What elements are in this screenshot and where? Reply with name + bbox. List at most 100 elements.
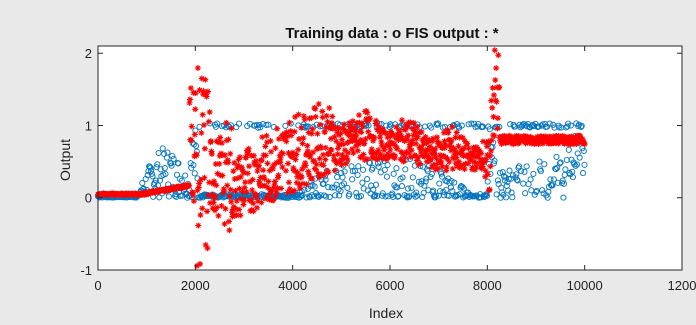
data-points: [94, 47, 588, 269]
fis-output-point: [232, 187, 239, 194]
fis-output-point: [324, 118, 331, 125]
fis-output-point: [331, 167, 338, 174]
training-point: [539, 187, 546, 194]
fis-output-point: [441, 129, 448, 136]
fis-output-point: [291, 187, 298, 194]
fis-output-point: [424, 147, 431, 154]
training-point: [382, 193, 389, 200]
fis-output-point: [414, 133, 421, 140]
fis-output-point: [386, 142, 393, 149]
fis-output-point: [309, 175, 316, 182]
fis-output-point: [371, 134, 378, 141]
fis-output-point: [577, 132, 584, 139]
training-point: [365, 122, 372, 129]
training-point: [504, 178, 511, 186]
fis-output-point: [221, 187, 228, 194]
fis-output-point: [250, 200, 257, 207]
training-point: [533, 188, 540, 196]
fis-output-point: [381, 144, 388, 151]
fis-output-point: [284, 133, 291, 140]
fis-output-point: [293, 179, 300, 186]
fis-output-point: [345, 138, 352, 145]
fis-output-point: [303, 150, 310, 157]
fis-output-point: [423, 151, 430, 158]
fis-output-point: [229, 213, 236, 220]
fis-output-point: [468, 155, 475, 162]
chart-title: Training data : o FIS output : *: [285, 25, 498, 42]
fis-output-point: [225, 159, 232, 166]
fis-output-point: [204, 208, 211, 215]
fis-output-point: [337, 130, 344, 137]
fis-output-point: [457, 162, 464, 169]
training-point: [576, 154, 583, 161]
training-point: [147, 164, 154, 171]
fis-output-point: [235, 156, 242, 163]
fis-output-point: [579, 135, 586, 142]
training-point: [349, 168, 356, 175]
fis-output-point: [395, 137, 402, 144]
fis-output-point: [272, 192, 279, 199]
fis-output-point: [198, 129, 205, 136]
fis-output-point: [375, 125, 382, 132]
training-point: [394, 193, 401, 200]
training-point: [156, 194, 163, 201]
fis-output-point: [236, 206, 243, 213]
training-point: [337, 188, 344, 195]
training-point: [423, 175, 430, 182]
fis-output-point: [451, 155, 458, 162]
fis-output-point: [217, 134, 224, 141]
fis-output-point: [408, 147, 415, 154]
training-point: [282, 122, 289, 129]
fis-output-point: [206, 109, 213, 116]
fis-output-point: [282, 134, 289, 141]
fis-output-point: [431, 153, 438, 160]
fis-output-point: [443, 167, 450, 174]
fis-output-point: [382, 155, 389, 162]
training-point: [419, 194, 426, 201]
training-point: [162, 170, 169, 178]
fis-output-point: [316, 174, 323, 181]
fis-output-point: [190, 198, 197, 205]
fis-output-point: [479, 163, 486, 170]
training-point: [456, 191, 463, 198]
fis-output-point: [460, 162, 467, 169]
fis-output-point: [343, 129, 350, 136]
fis-output-point: [242, 179, 249, 186]
training-point: [426, 122, 433, 129]
training-point: [270, 123, 277, 131]
fis-output-point: [207, 199, 214, 206]
fis-output-point: [223, 119, 230, 126]
fis-output-point: [437, 153, 444, 160]
fis-output-point: [452, 134, 459, 141]
training-point: [332, 192, 339, 199]
fis-output-point: [407, 153, 414, 160]
training-point: [505, 175, 512, 183]
fis-output-point: [210, 199, 217, 206]
fis-output-point: [412, 153, 419, 160]
fis-output-point: [412, 140, 419, 147]
fis-output-point: [243, 154, 250, 161]
training-point: [161, 165, 168, 172]
fis-output-point: [249, 187, 256, 194]
fis-output-point: [374, 156, 381, 163]
fis-output-point: [496, 83, 503, 90]
training-point: [235, 120, 243, 127]
training-point: [503, 194, 510, 201]
fis-output-point: [469, 164, 476, 171]
training-point: [491, 157, 498, 164]
fis-output-point: [210, 180, 217, 187]
fis-output-point: [555, 133, 562, 140]
fis-output-point: [271, 178, 278, 185]
training-point: [567, 122, 574, 129]
fis-output-point: [187, 85, 194, 92]
fis-output-point: [334, 129, 341, 136]
fis-output-point: [494, 125, 501, 132]
fis-output-point: [292, 113, 299, 120]
fis-output-point: [273, 188, 280, 195]
training-point: [549, 182, 556, 189]
fis-output-point: [378, 138, 385, 145]
fis-output-point: [373, 117, 380, 124]
fis-output-point: [295, 146, 302, 153]
fis-output-point: [201, 174, 208, 181]
fis-output-point: [309, 125, 316, 132]
